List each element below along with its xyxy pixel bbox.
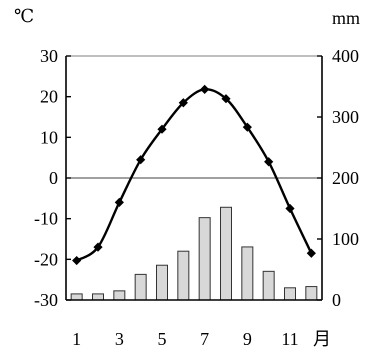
precipitation-bar — [113, 290, 126, 301]
temperature-point — [264, 157, 274, 167]
left-tick-label: 20 — [40, 87, 58, 107]
temperature-point — [178, 98, 188, 108]
x-axis: 1 3 5 7 9 11 — [72, 329, 299, 349]
precipitation-bar — [177, 250, 190, 301]
x-axis-unit: 月 — [313, 329, 331, 349]
left-axis: 30 20 10 0 -10 -20 -30 — [34, 46, 71, 310]
right-tick-label: 0 — [332, 290, 341, 310]
precipitation-bar — [156, 264, 168, 301]
temperature-point — [72, 255, 82, 266]
precipitation-bar — [134, 273, 147, 301]
right-axis: 400 300 200 100 0 — [317, 46, 359, 310]
precipitation-bars — [70, 206, 318, 301]
left-tick-label: -10 — [34, 209, 58, 229]
temperature-point — [306, 248, 316, 258]
x-tick-label: 7 — [200, 329, 209, 349]
left-tick-label: 30 — [40, 46, 58, 66]
temperature-line — [72, 84, 316, 266]
x-tick-label: 3 — [115, 329, 124, 349]
temperature-point — [200, 84, 210, 94]
x-tick-label: 11 — [281, 329, 298, 349]
precipitation-bar — [220, 206, 232, 301]
temperature-point — [136, 155, 146, 165]
temperature-point — [93, 242, 103, 252]
right-tick-label: 300 — [332, 107, 359, 127]
precipitation-bar — [92, 293, 104, 301]
precipitation-bar — [70, 293, 83, 301]
temperature-point — [242, 122, 252, 132]
right-tick-label: 200 — [332, 168, 359, 188]
temperature-point — [285, 203, 295, 214]
left-tick-label: 10 — [40, 127, 58, 147]
temperature-point — [114, 197, 124, 207]
right-tick-label: 100 — [332, 229, 359, 249]
left-tick-label: -20 — [34, 249, 58, 269]
x-tick-label: 1 — [72, 329, 81, 349]
left-axis-unit: ℃ — [14, 6, 34, 26]
x-tick-label: 9 — [243, 329, 252, 349]
temperature-curve — [76, 88, 313, 262]
right-tick-label: 400 — [332, 46, 359, 66]
left-tick-label: 0 — [49, 168, 58, 188]
left-tick-label: -30 — [34, 290, 58, 310]
precipitation-bar — [284, 287, 296, 301]
plot-frame — [65, 55, 323, 301]
precipitation-bar — [241, 246, 254, 301]
x-tick-label: 5 — [158, 329, 167, 349]
precipitation-bar — [198, 217, 211, 301]
right-axis-unit: mm — [332, 8, 360, 28]
temperature-point — [221, 94, 231, 104]
precipitation-bar — [262, 270, 275, 301]
temperature-point — [157, 124, 167, 134]
precipitation-bar — [305, 286, 318, 301]
